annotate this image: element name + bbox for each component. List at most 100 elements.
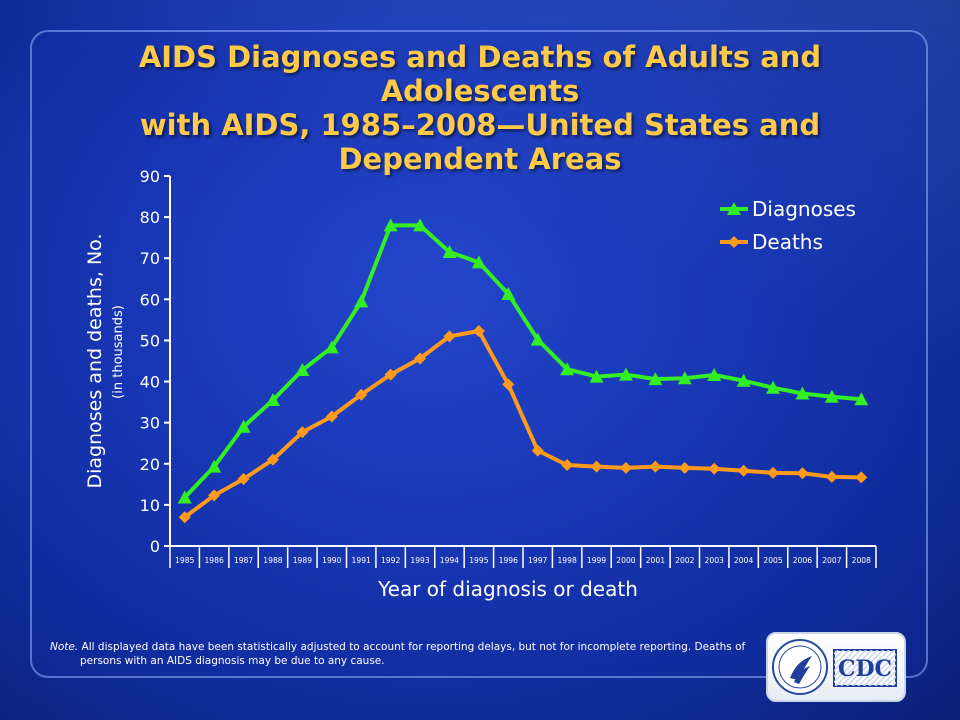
y-tick-label: 30 [140,414,160,433]
y-axis-label: Diagnoses and deaths, No. [84,234,106,489]
x-tick-label: 1999 [587,556,606,565]
point-deaths [178,511,191,524]
point-deaths [708,462,721,475]
point-deaths [502,378,515,391]
legend-marker-deaths [728,236,740,248]
y-tick-label: 20 [140,455,160,474]
y-tick-label: 10 [140,496,160,515]
point-diagnoses [677,371,692,385]
point-diagnoses [854,392,869,406]
cdc-logo: CDC [766,632,906,702]
x-tick-label: 1988 [263,556,282,565]
point-diagnoses [383,218,398,232]
point-deaths [208,489,221,502]
legend-label-diagnoses: Diagnoses [752,197,856,221]
x-tick-label: 2005 [763,556,782,565]
point-deaths [443,330,456,343]
point-diagnoses [795,386,810,400]
point-diagnoses [295,363,310,377]
footnote: Note. All displayed data have been stati… [50,640,780,668]
point-deaths [355,388,368,401]
point-diagnoses [442,245,457,259]
y-tick-label: 70 [140,249,160,268]
note-label: Note. [50,641,79,653]
x-tick-label: 2002 [675,556,694,565]
x-tick-label: 1996 [499,556,518,565]
page-title: AIDS Diagnoses and Deaths of Adults and … [40,40,920,176]
point-diagnoses [618,367,633,381]
y-axis-sublabel: (in thousands) [111,305,126,399]
title-line-1: AIDS Diagnoses and Deaths of Adults and … [138,40,822,108]
point-deaths [590,460,603,473]
point-deaths [561,459,574,472]
point-deaths [237,472,250,485]
point-diagnoses [354,294,369,308]
x-tick-label: 1985 [175,556,194,565]
point-deaths [649,460,662,473]
x-tick-label: 1989 [293,556,312,565]
point-deaths [737,464,750,477]
point-diagnoses [736,373,751,387]
point-deaths [531,444,544,457]
content-panel [30,30,928,678]
y-tick-label: 50 [140,331,160,350]
x-tick-label: 1986 [204,556,223,565]
point-diagnoses [824,389,839,403]
point-diagnoses [413,218,428,232]
x-tick-label: 2008 [852,556,871,565]
x-tick-label: 1991 [352,556,371,565]
x-tick-label: 2003 [705,556,724,565]
note-text: All displayed data have been statistical… [80,641,746,667]
y-tick-label: 90 [140,167,160,186]
point-deaths [384,368,397,381]
series-line-diagnoses [182,223,864,500]
point-diagnoses [648,372,663,386]
y-tick-label: 60 [140,290,160,309]
x-tick-label: 1987 [234,556,253,565]
title-line-2: with AIDS, 1985–2008—United States and [139,108,821,142]
x-tick-label: 2000 [616,556,635,565]
point-deaths [678,461,691,474]
point-diagnoses [501,286,516,300]
legend-marker-diagnoses [727,202,741,215]
point-diagnoses [236,419,251,433]
point-deaths [296,426,309,439]
x-tick-label: 1994 [440,556,459,565]
y-tick-label: 40 [140,373,160,392]
point-deaths [266,453,279,466]
x-tick-label: 1993 [410,556,429,565]
x-tick-label: 2007 [822,556,841,565]
point-diagnoses [589,369,604,383]
x-axis-label: Year of diagnosis or death [377,577,638,601]
point-diagnoses [766,380,781,394]
title-line-3: Dependent Areas [338,142,622,176]
x-tick-label: 1995 [469,556,488,565]
y-tick-label: 0 [150,537,160,556]
x-tick-label: 1998 [557,556,576,565]
point-diagnoses [265,393,280,407]
cdc-logo-text: CDC [838,656,892,682]
y-tick-label: 80 [140,208,160,227]
point-diagnoses [471,255,486,269]
legend-label-deaths: Deaths [752,230,823,254]
point-diagnoses [560,362,575,376]
point-deaths [767,466,780,479]
x-tick-label: 2001 [646,556,665,565]
point-deaths [325,410,338,423]
point-deaths [796,467,809,480]
point-deaths [855,471,868,484]
point-deaths [472,324,485,337]
x-tick-label: 1990 [322,556,341,565]
x-tick-label: 1992 [381,556,400,565]
series-line-deaths [182,328,864,520]
point-deaths [414,352,427,365]
hhs-eagle-icon: CDC [772,639,897,695]
point-diagnoses [324,340,339,354]
point-diagnoses [530,332,545,346]
point-deaths [825,470,838,483]
x-tick-label: 2006 [793,556,812,565]
point-diagnoses [207,459,222,473]
x-tick-label: 2004 [734,556,753,565]
point-diagnoses [707,367,722,381]
